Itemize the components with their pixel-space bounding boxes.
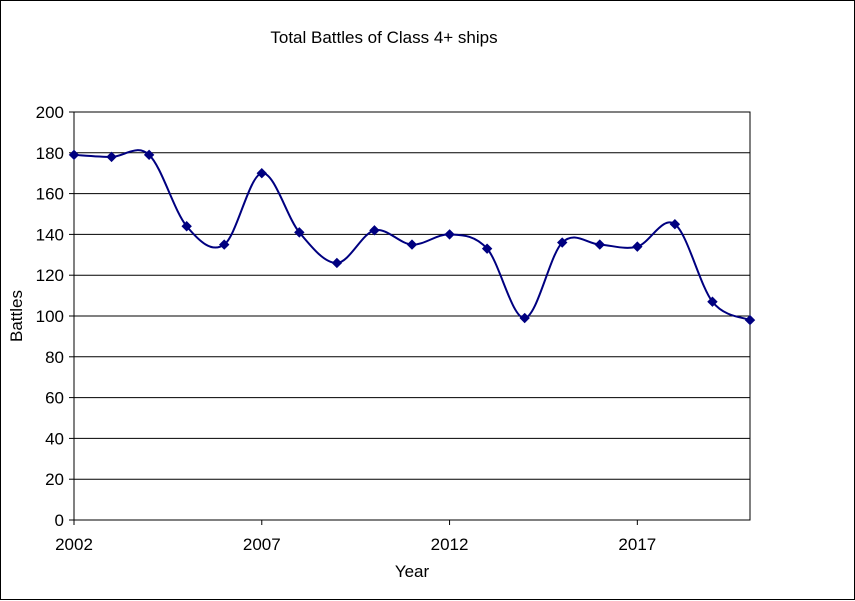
data-point — [744, 314, 756, 326]
chart-title: Total Battles of Class 4+ ships — [270, 28, 497, 47]
y-tick-label: 40 — [45, 429, 64, 448]
data-point — [369, 225, 380, 236]
data-point — [557, 237, 568, 248]
data-point — [331, 257, 343, 269]
y-tick-label: 140 — [36, 225, 64, 244]
data-point — [519, 312, 530, 324]
y-tick-label: 120 — [36, 266, 64, 285]
gridlines — [74, 111, 750, 521]
x-axis-label: Year — [395, 562, 430, 581]
data-point — [632, 241, 643, 252]
data-point — [669, 218, 681, 230]
data-point — [68, 149, 80, 161]
data-point — [594, 239, 605, 250]
data-point — [481, 243, 493, 254]
series-line — [73, 149, 751, 322]
data-point — [143, 149, 155, 161]
x-tick-labels: 2002 2007 2012 2017 — [55, 520, 656, 554]
series-layer — [68, 149, 756, 326]
x-tick-label: 2012 — [431, 535, 469, 554]
y-tick-label: 180 — [36, 144, 64, 163]
y-tick-label: 60 — [45, 389, 64, 408]
x-tick-label: 2002 — [55, 535, 93, 554]
y-tick-labels: 0 20 40 60 80 100 120 140 160 180 200 — [36, 103, 74, 530]
y-tick-label: 0 — [55, 511, 64, 530]
data-point — [406, 239, 418, 250]
x-tick-label: 2007 — [243, 535, 281, 554]
data-point — [444, 229, 455, 240]
y-axis-label: Battles — [7, 290, 26, 342]
y-tick-label: 80 — [45, 348, 64, 367]
x-tick-label: 2017 — [618, 535, 656, 554]
data-point — [256, 167, 267, 179]
data-point — [707, 296, 718, 307]
data-point — [181, 221, 192, 232]
data-point — [294, 227, 305, 238]
y-tick-label: 200 — [36, 103, 64, 122]
y-tick-label: 100 — [36, 307, 64, 326]
y-tick-label: 20 — [45, 470, 64, 489]
data-point — [219, 239, 230, 250]
data-point — [106, 151, 117, 163]
y-tick-label: 160 — [36, 185, 64, 204]
